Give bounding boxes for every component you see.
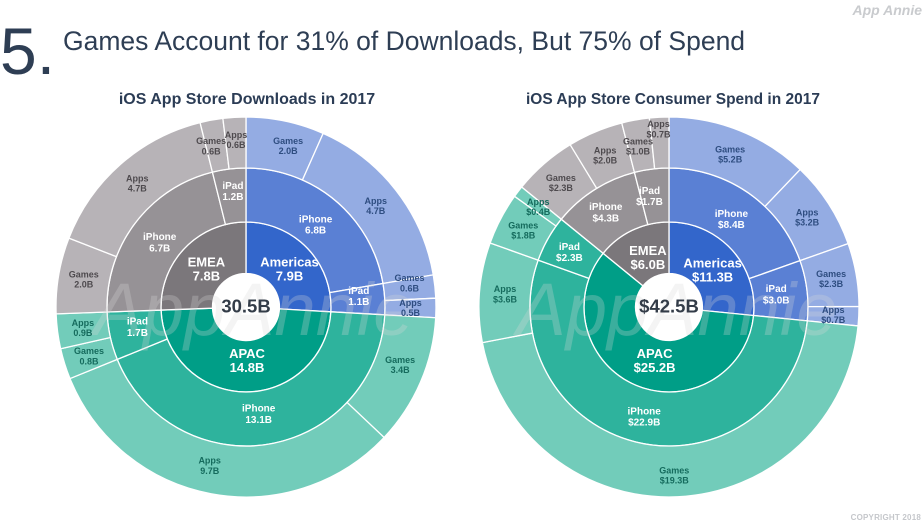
svg-text:Apps$0.4B: Apps $0.4B (526, 197, 551, 217)
svg-text:Games$1.8B: Games $1.8B (508, 221, 538, 241)
svg-text:Apps$3.6B: Apps $3.6B (493, 284, 518, 304)
svg-text:Games$1.0B: Games $1.0B (623, 137, 653, 157)
svg-text:Games$2.3B: Games $2.3B (546, 173, 576, 193)
svg-text:Americas$11.3B: Americas $11.3B (683, 256, 742, 285)
svg-text:$42.5B: $42.5B (639, 296, 699, 317)
svg-text:AppAnnie: AppAnnie (513, 268, 838, 351)
svg-text:Apps$2.0B: Apps $2.0B (593, 145, 618, 165)
svg-text:AppAnnie: AppAnnie (90, 268, 415, 351)
svg-text:iPhone$22.9B: iPhone $22.9B (628, 406, 662, 428)
svg-text:Games$19.3B: Games $19.3B (659, 465, 689, 485)
svg-text:Apps$0.7B: Apps $0.7B (821, 305, 846, 325)
svg-text:iPad$1.7B: iPad $1.7B (636, 186, 663, 208)
svg-text:Apps$3.2B: Apps $3.2B (795, 208, 820, 228)
svg-text:iPhone$8.4B: iPhone $8.4B (715, 209, 749, 231)
svg-text:iPad$2.3B: iPad $2.3B (556, 242, 583, 264)
svg-text:APAC$25.2B: APAC $25.2B (634, 346, 676, 375)
svg-text:iPad$3.0B: iPad $3.0B (763, 284, 790, 306)
svg-text:iPhone$4.3B: iPhone $4.3B (589, 202, 623, 224)
svg-text:30.5B: 30.5B (221, 296, 270, 317)
svg-text:Games$5.2B: Games $5.2B (715, 144, 745, 164)
svg-text:Apps$0.7B: Apps $0.7B (646, 119, 671, 139)
svg-text:EMEA$6.0B: EMEA $6.0B (629, 243, 667, 272)
svg-text:Games$2.3B: Games $2.3B (816, 269, 846, 289)
